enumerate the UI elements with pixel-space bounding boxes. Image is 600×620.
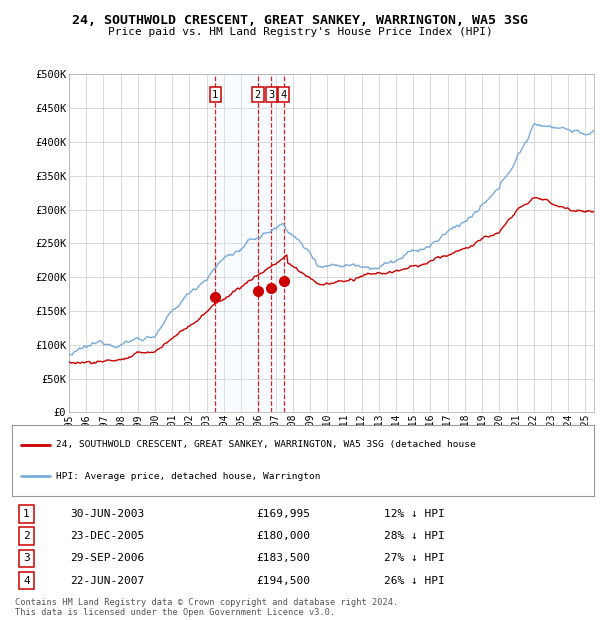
Text: 2: 2 [255, 90, 261, 100]
Text: 12% ↓ HPI: 12% ↓ HPI [385, 509, 445, 519]
Text: 4: 4 [23, 575, 30, 585]
Text: 24, SOUTHWOLD CRESCENT, GREAT SANKEY, WARRINGTON, WA5 3SG: 24, SOUTHWOLD CRESCENT, GREAT SANKEY, WA… [72, 14, 528, 27]
Text: 24, SOUTHWOLD CRESCENT, GREAT SANKEY, WARRINGTON, WA5 3SG (detached house: 24, SOUTHWOLD CRESCENT, GREAT SANKEY, WA… [56, 440, 475, 449]
Text: 2: 2 [23, 531, 30, 541]
Text: 28% ↓ HPI: 28% ↓ HPI [385, 531, 445, 541]
Text: HPI: Average price, detached house, Warrington: HPI: Average price, detached house, Warr… [56, 472, 320, 480]
Text: 3: 3 [268, 90, 274, 100]
Text: Price paid vs. HM Land Registry's House Price Index (HPI): Price paid vs. HM Land Registry's House … [107, 27, 493, 37]
Text: 1: 1 [212, 90, 218, 100]
Text: 26% ↓ HPI: 26% ↓ HPI [385, 575, 445, 585]
Text: 23-DEC-2005: 23-DEC-2005 [70, 531, 145, 541]
Text: 30-JUN-2003: 30-JUN-2003 [70, 509, 145, 519]
Text: 22-JUN-2007: 22-JUN-2007 [70, 575, 145, 585]
Text: 4: 4 [281, 90, 287, 100]
Text: £169,995: £169,995 [256, 509, 310, 519]
Text: £180,000: £180,000 [256, 531, 310, 541]
Text: 1: 1 [23, 509, 30, 519]
Text: 3: 3 [23, 554, 30, 564]
Text: £194,500: £194,500 [256, 575, 310, 585]
Bar [215, 74, 284, 412]
Text: £183,500: £183,500 [256, 554, 310, 564]
Text: Contains HM Land Registry data © Crown copyright and database right 2024.
This d: Contains HM Land Registry data © Crown c… [15, 598, 398, 617]
Text: 27% ↓ HPI: 27% ↓ HPI [385, 554, 445, 564]
Text: 29-SEP-2006: 29-SEP-2006 [70, 554, 145, 564]
